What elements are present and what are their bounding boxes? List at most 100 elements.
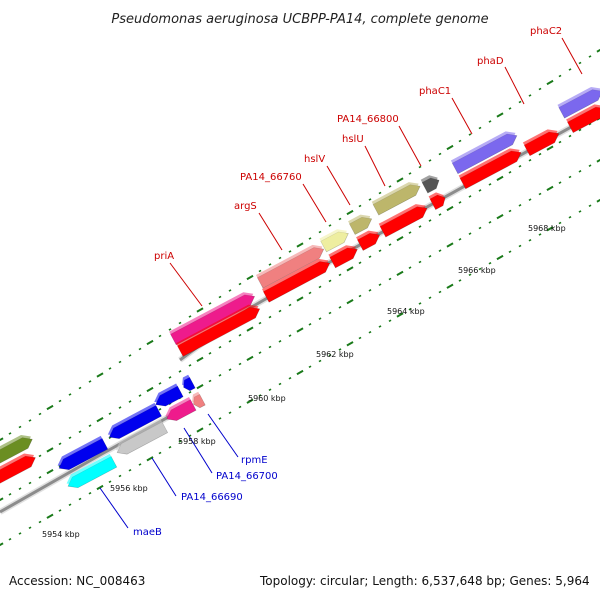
minor-tick	[218, 345, 222, 349]
cds-phaD	[522, 129, 560, 157]
cds-hslV	[356, 230, 381, 251]
minor-tick	[308, 237, 312, 240]
kbp-label-5956: 5956 kbp	[110, 484, 148, 493]
gene-label-argS[interactable]: argS	[234, 201, 257, 212]
track-3	[0, 158, 600, 502]
gene-feature-PA14_66700-bevel	[165, 397, 195, 418]
minor-tick	[568, 215, 572, 219]
minor-tick	[358, 204, 362, 208]
gene-label-phaD[interactable]: phaD	[477, 56, 504, 67]
cds-PA14_66760	[328, 245, 358, 269]
minor-tick	[168, 445, 172, 449]
gene-feature-priA	[169, 292, 256, 346]
minor-tick	[388, 319, 392, 323]
minor-tick	[478, 126, 482, 130]
major-tick	[246, 326, 254, 332]
gene-label-hslU[interactable]: hslU	[342, 134, 364, 145]
leader-priA	[169, 262, 203, 307]
minor-tick	[118, 360, 122, 364]
minor-tick	[138, 394, 142, 397]
major-tick	[446, 283, 454, 289]
minor-tick	[578, 128, 582, 132]
minor-tick	[88, 380, 92, 383]
minor-tick	[228, 411, 232, 415]
major-tick	[46, 447, 54, 453]
gene-label-priA[interactable]: priA	[154, 251, 174, 262]
gene-label-PA14_66760[interactable]: PA14_66760	[240, 172, 302, 183]
minor-tick	[368, 198, 372, 201]
major-tick	[196, 356, 204, 362]
minor-tick	[238, 282, 242, 286]
gene-label-PA14_66800[interactable]: PA14_66800	[337, 114, 399, 125]
minor-tick	[18, 532, 22, 535]
label-leaders	[99, 37, 583, 529]
minor-tick	[268, 388, 272, 392]
cds-argS	[261, 258, 331, 303]
minor-tick	[278, 309, 282, 313]
cds-phaC2	[566, 104, 600, 134]
minor-tick	[128, 468, 132, 472]
gene-label-hslV[interactable]: hslV	[304, 154, 325, 165]
minor-tick	[78, 497, 82, 501]
minor-tick	[488, 261, 492, 265]
minor-tick	[308, 291, 312, 295]
minor-tick	[568, 134, 572, 138]
minor-tick	[168, 376, 172, 379]
major-tick	[496, 175, 504, 181]
minor-tick	[408, 231, 412, 234]
minor-tick	[428, 219, 432, 222]
minor-tick	[578, 170, 582, 173]
gene-label-PA14_66700[interactable]: PA14_66700	[216, 471, 278, 482]
gene-feature-blue-3-bevel	[154, 383, 182, 404]
minor-tick	[78, 430, 82, 434]
cds-PA14_66760-bevel	[328, 245, 356, 266]
topology-text: Topology: circular; Length: 6,537,648 bp…	[260, 574, 590, 588]
minor-tick	[268, 315, 272, 319]
minor-tick	[268, 345, 272, 349]
minor-tick	[538, 87, 542, 91]
major-tick	[296, 327, 304, 333]
major-tick	[596, 158, 600, 163]
gene-feature-PA14_66690-bevel	[115, 419, 167, 452]
gene-feature-blue-4	[182, 374, 196, 392]
major-tick	[246, 274, 254, 281]
minor-tick	[508, 250, 512, 254]
minor-tick	[338, 273, 342, 277]
minor-tick	[518, 244, 522, 248]
gene-label-PA14_66690[interactable]: PA14_66690	[181, 492, 243, 503]
minor-tick	[418, 225, 422, 228]
gene-feature-PA14_66760	[319, 229, 349, 253]
minor-tick	[38, 454, 42, 458]
minor-tick	[128, 354, 132, 357]
major-tick	[546, 79, 554, 86]
kbp-label-5960: 5960 kbp	[248, 394, 286, 403]
minor-tick	[328, 311, 332, 315]
minor-tick	[318, 359, 322, 363]
minor-tick	[458, 201, 462, 204]
major-tick	[296, 369, 304, 376]
gene-label-phaC2[interactable]: phaC2	[530, 26, 562, 37]
major-tick	[496, 254, 504, 261]
minor-tick	[68, 393, 72, 396]
gene-label-phaC1[interactable]: phaC1	[419, 86, 451, 97]
minor-tick	[318, 230, 322, 234]
minor-tick	[338, 217, 342, 221]
leader-phaC1	[451, 97, 473, 135]
minor-tick	[558, 221, 562, 225]
minor-tick	[528, 158, 532, 162]
major-tick	[96, 372, 104, 378]
cds-hslU-bevel	[378, 204, 426, 235]
minor-tick	[58, 509, 62, 512]
major-tick	[146, 339, 154, 346]
gene-feature-rpmE	[192, 391, 206, 409]
cds-PA14_66800-bevel	[428, 192, 444, 207]
minor-tick	[588, 122, 592, 126]
gene-label-rpmE[interactable]: rpmE	[241, 455, 268, 466]
gene-feature-hslV	[348, 214, 373, 235]
minor-tick	[258, 351, 262, 354]
minor-tick	[528, 238, 532, 242]
minor-tick	[28, 419, 32, 422]
minor-tick	[158, 382, 162, 385]
gene-label-maeB[interactable]: maeB	[133, 527, 162, 538]
